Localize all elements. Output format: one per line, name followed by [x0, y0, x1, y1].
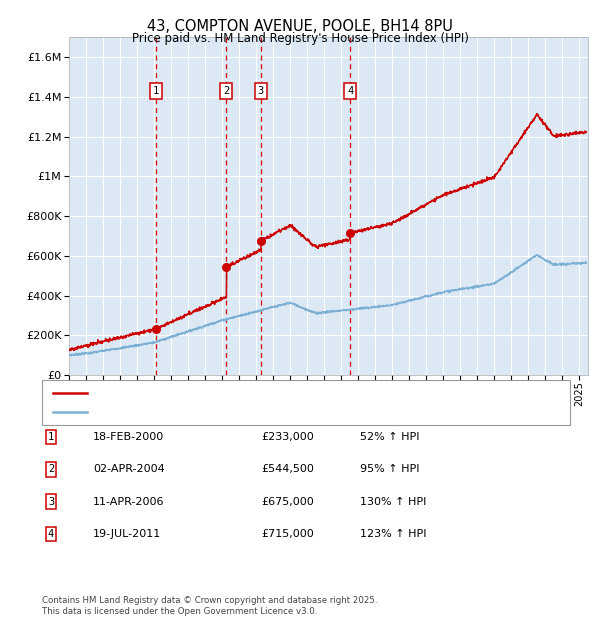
- Text: Price paid vs. HM Land Registry's House Price Index (HPI): Price paid vs. HM Land Registry's House …: [131, 32, 469, 45]
- Text: £675,000: £675,000: [261, 497, 314, 507]
- Text: 1: 1: [48, 432, 54, 442]
- Text: 2: 2: [223, 86, 230, 96]
- Text: £715,000: £715,000: [261, 529, 314, 539]
- Text: 1: 1: [153, 86, 159, 96]
- Text: Contains HM Land Registry data © Crown copyright and database right 2025.
This d: Contains HM Land Registry data © Crown c…: [42, 596, 377, 616]
- Text: 3: 3: [258, 86, 264, 96]
- Text: 52% ↑ HPI: 52% ↑ HPI: [360, 432, 419, 442]
- Text: 02-APR-2004: 02-APR-2004: [93, 464, 165, 474]
- Text: 3: 3: [48, 497, 54, 507]
- Text: 43, COMPTON AVENUE, POOLE, BH14 8PU (detached house): 43, COMPTON AVENUE, POOLE, BH14 8PU (det…: [91, 388, 391, 397]
- Text: 123% ↑ HPI: 123% ↑ HPI: [360, 529, 427, 539]
- Text: £233,000: £233,000: [261, 432, 314, 442]
- Text: 95% ↑ HPI: 95% ↑ HPI: [360, 464, 419, 474]
- Text: 43, COMPTON AVENUE, POOLE, BH14 8PU: 43, COMPTON AVENUE, POOLE, BH14 8PU: [147, 19, 453, 33]
- Text: 2: 2: [48, 464, 54, 474]
- Text: 11-APR-2006: 11-APR-2006: [93, 497, 164, 507]
- Text: 4: 4: [347, 86, 353, 96]
- Text: 18-FEB-2000: 18-FEB-2000: [93, 432, 164, 442]
- Text: 130% ↑ HPI: 130% ↑ HPI: [360, 497, 427, 507]
- Text: £544,500: £544,500: [261, 464, 314, 474]
- Text: 4: 4: [48, 529, 54, 539]
- Text: HPI: Average price, detached house, Bournemouth Christchurch and Poole: HPI: Average price, detached house, Bour…: [91, 407, 462, 417]
- Text: 19-JUL-2011: 19-JUL-2011: [93, 529, 161, 539]
